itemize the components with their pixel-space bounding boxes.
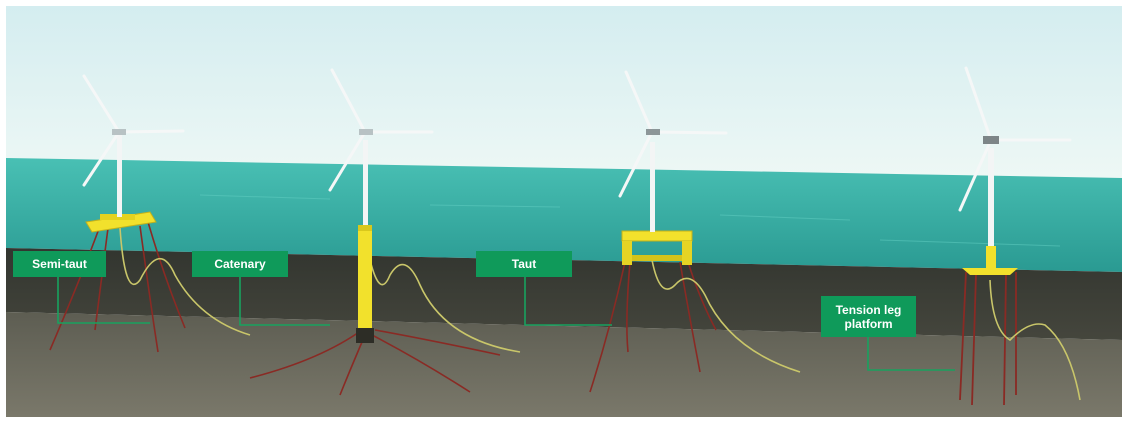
turbine-semi-taut	[49, 74, 251, 353]
sea-surface	[6, 158, 1122, 272]
label-semi-taut-text: Semi-taut	[32, 257, 87, 271]
label-taut-text: Taut	[511, 257, 537, 271]
turbine-catenary	[249, 68, 521, 396]
label-catenary: Catenary	[192, 251, 288, 277]
seabed	[6, 312, 1122, 417]
label-semi-taut: Semi-taut	[13, 251, 106, 277]
leader-lines	[57, 276, 955, 371]
turbine-tension-leg	[958, 66, 1081, 406]
label-taut: Taut	[476, 251, 572, 277]
sky	[6, 6, 1122, 181]
label-tension-leg-platform: Tension leg platform	[821, 296, 916, 337]
wave-lines	[199, 194, 1061, 247]
label-catenary-text: Catenary	[214, 257, 266, 271]
label-tension-leg-platform-text: Tension leg platform	[835, 302, 902, 331]
turbine-taut	[589, 70, 801, 393]
